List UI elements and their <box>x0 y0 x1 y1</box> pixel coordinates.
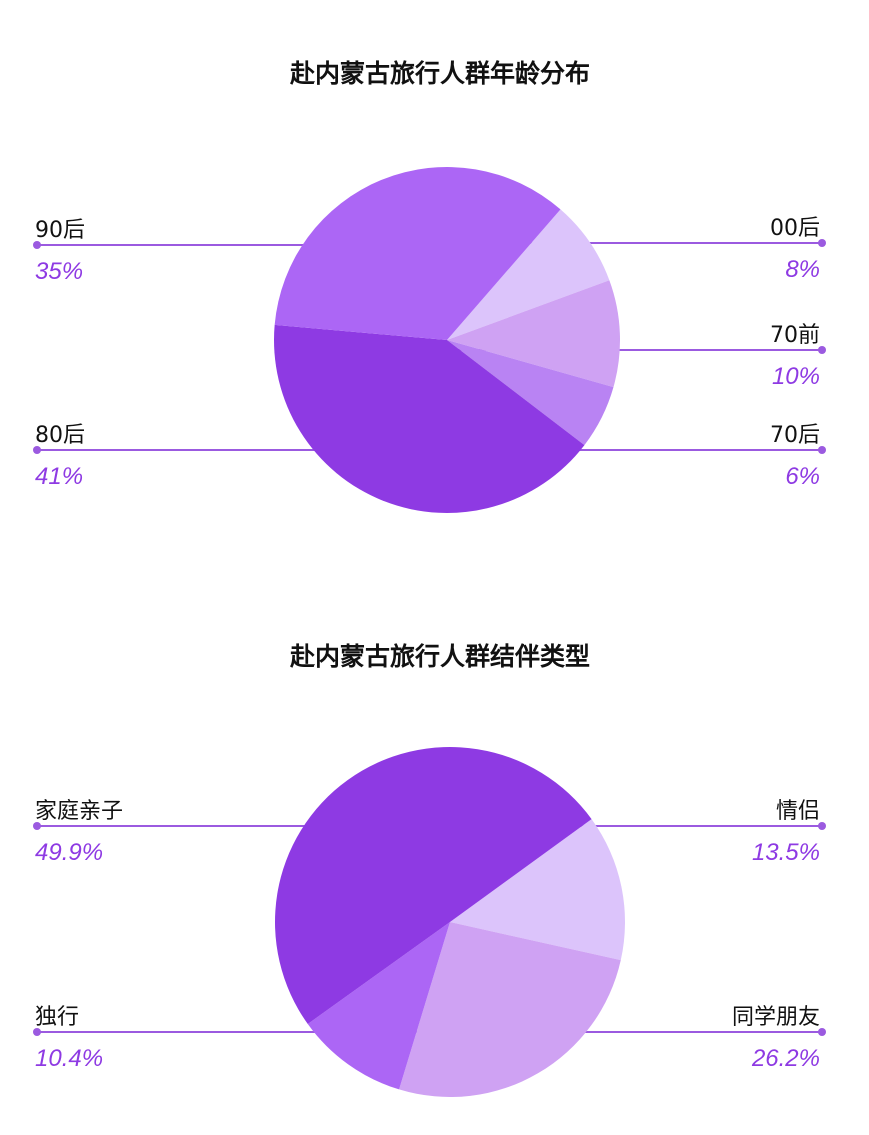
chart-title: 赴内蒙古旅行人群结伴类型 <box>289 642 590 671</box>
slice-label: 00后 <box>770 216 820 241</box>
pie-slice <box>274 324 585 513</box>
leader-dot <box>33 446 41 454</box>
slice-percent: 13.5% <box>752 839 820 866</box>
slice-label: 70后 <box>770 423 820 448</box>
leader-dot <box>818 822 826 830</box>
slice-label: 90后 <box>35 218 85 243</box>
pie-slice <box>447 209 610 340</box>
slice-percent: 26.2% <box>751 1045 820 1072</box>
slice-label: 情侣 <box>776 799 820 824</box>
slice-label: 同学朋友 <box>732 1005 820 1030</box>
leader-dot <box>818 446 826 454</box>
chart-title: 赴内蒙古旅行人群年龄分布 <box>289 59 590 88</box>
slice-label: 家庭亲子 <box>35 799 123 824</box>
slice-percent: 6% <box>785 463 820 490</box>
slice-label: 80后 <box>35 423 85 448</box>
slice-label: 70前 <box>770 323 820 348</box>
pie-slice <box>447 280 620 388</box>
slice-percent: 10% <box>772 363 820 390</box>
leader-dot <box>818 1028 826 1036</box>
pie-slice <box>307 922 450 1090</box>
leader-dot <box>818 239 826 247</box>
slice-percent: 10.4% <box>35 1045 103 1072</box>
leader-dot <box>33 822 41 830</box>
leader-dot <box>33 241 41 249</box>
slice-label: 独行 <box>35 1005 79 1030</box>
slice-percent: 8% <box>785 256 820 283</box>
slice-percent: 49.9% <box>35 839 103 866</box>
leader-dot <box>33 1028 41 1036</box>
pie-chart-1: 赴内蒙古旅行人群年龄分布 00后 8% 70前 10% 70后 6% 80后 41% 90后 35% <box>33 59 826 513</box>
pie-slice <box>399 922 621 1097</box>
slice-percent: 41% <box>35 463 83 490</box>
slice-percent: 35% <box>35 258 83 285</box>
pie-slice <box>275 747 592 1024</box>
pie-slice <box>274 167 561 340</box>
pie-slice <box>450 819 625 961</box>
leader-dot <box>818 346 826 354</box>
pie-slice <box>447 340 614 446</box>
